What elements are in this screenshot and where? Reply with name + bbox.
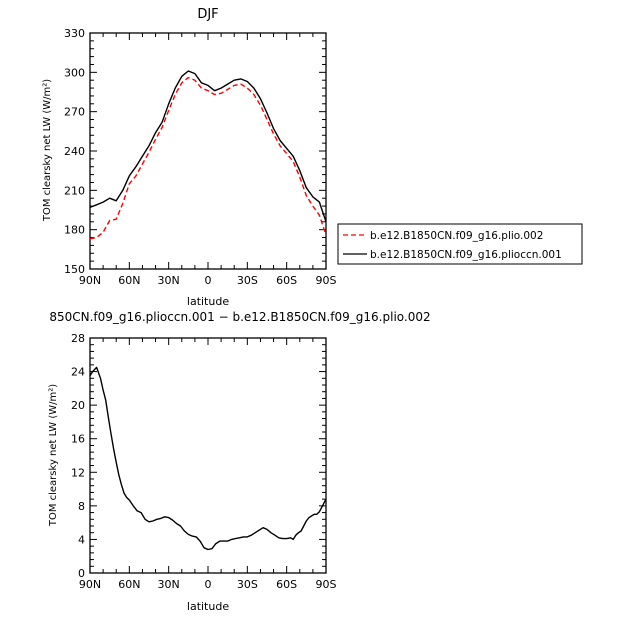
bottom-x-axis-label: latitude bbox=[187, 600, 229, 613]
top-y-tick-label: 150 bbox=[64, 263, 85, 276]
top-x-tick-label: 30N bbox=[158, 274, 180, 287]
bottom-y-tick-label: 8 bbox=[78, 500, 85, 513]
top-y-tick-label: 210 bbox=[64, 184, 85, 197]
top-x-tick-label: 90S bbox=[316, 274, 337, 287]
top-y-tick-label: 330 bbox=[64, 27, 85, 40]
bottom-x-tick-label: 90S bbox=[316, 578, 337, 591]
bottom-chart-title: 850CN.f09_g16.plioccn.001 − b.e12.B1850C… bbox=[49, 310, 430, 324]
bottom-series-line-difference bbox=[89, 366, 327, 551]
top-x-axis-label: latitude bbox=[187, 295, 229, 308]
top-y-tick-label: 270 bbox=[64, 106, 85, 119]
legend: b.e12.B1850CN.f09_g16.plio.002 b.e12.B18… bbox=[337, 223, 583, 265]
bottom-y-tick-label: 28 bbox=[71, 332, 85, 345]
top-plot-frame bbox=[89, 32, 327, 270]
bottom-y-tick-label: 12 bbox=[71, 466, 85, 479]
top-series-line-b-e12-b1850cn-f09-g16-plio-002 bbox=[89, 76, 327, 240]
top-y-tick-label: 180 bbox=[64, 224, 85, 237]
bottom-y-tick-label: 24 bbox=[71, 366, 85, 379]
top-y-tick-label: 240 bbox=[64, 145, 85, 158]
top-series-line-b-e12-b1850cn-f09-g16-plioccn-001 bbox=[89, 70, 327, 223]
top-x-tick-label: 0 bbox=[205, 274, 212, 287]
legend-label-plioccn: b.e12.B1850CN.f09_g16.plioccn.001 bbox=[370, 249, 562, 261]
legend-box bbox=[337, 223, 583, 265]
bottom-y-tick-label: 0 bbox=[78, 567, 85, 580]
bottom-plot: 90N 60N 30N 0 30S 60S 90S 0 4 8 12 16 20 24 28 bbox=[71, 332, 337, 591]
bottom-x-tick-label: 30S bbox=[237, 578, 258, 591]
bottom-x-tick-label: 30N bbox=[158, 578, 180, 591]
top-x-tick-label: 90N bbox=[79, 274, 101, 287]
bottom-y-tick-label: 20 bbox=[71, 399, 85, 412]
bottom-y-tick-label: 16 bbox=[71, 433, 85, 446]
top-chart-title: DJF bbox=[197, 7, 218, 22]
bottom-y-tick-label: 4 bbox=[78, 533, 85, 546]
top-y-axis-label: TOM clearsky net LW (W/m²) bbox=[42, 79, 53, 222]
top-x-tick-label: 30S bbox=[237, 274, 258, 287]
bottom-x-tick-label: 60N bbox=[118, 578, 140, 591]
top-x-tick-label: 60N bbox=[118, 274, 140, 287]
bottom-x-tick-label: 90N bbox=[79, 578, 101, 591]
bottom-y-axis-label: TOM clearsky net LW (W/m²) bbox=[48, 384, 59, 527]
top-x-tick-label: 60S bbox=[276, 274, 297, 287]
top-plot: 90N 60N 30N 0 30S 60S 90S 150 180 210 240 270 300 330 bbox=[64, 27, 337, 287]
bottom-x-tick-label: 60S bbox=[276, 578, 297, 591]
bottom-x-tick-label: 0 bbox=[205, 578, 212, 591]
top-y-tick-label: 300 bbox=[64, 66, 85, 79]
legend-label-plio: b.e12.B1850CN.f09_g16.plio.002 bbox=[370, 230, 543, 242]
